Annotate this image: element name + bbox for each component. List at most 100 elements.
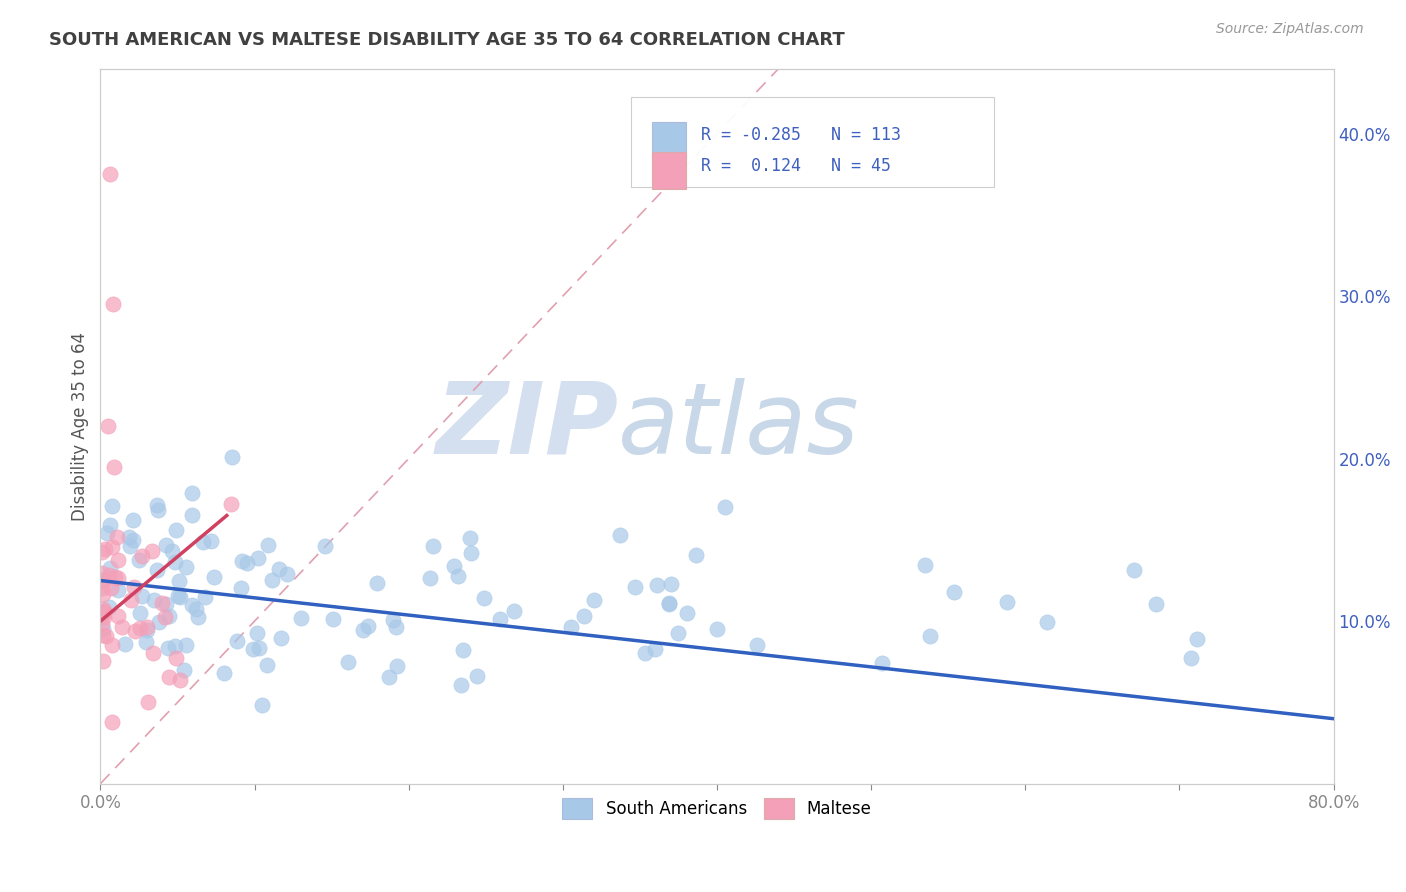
Point: [91, 628, 114, 642]
Point: [122, 513, 145, 527]
Text: R = -0.285   N = 113: R = -0.285 N = 113: [702, 127, 901, 145]
Point: [270, 631, 292, 645]
Point: [250, 698, 273, 712]
Point: [128, 552, 150, 566]
Point: [146, 498, 169, 512]
Point: [155, 538, 177, 552]
Point: [419, 571, 441, 585]
Point: [98, 167, 121, 181]
Point: [118, 539, 141, 553]
Point: [1185, 632, 1208, 647]
Point: [422, 539, 444, 553]
Point: [187, 609, 209, 624]
Point: [943, 584, 966, 599]
Text: R =  0.124   N = 45: R = 0.124 N = 45: [702, 157, 891, 175]
Point: [90, 606, 112, 620]
Point: [157, 670, 180, 684]
Point: [236, 556, 259, 570]
Point: [136, 694, 159, 708]
Point: [167, 589, 190, 603]
Point: [169, 590, 191, 604]
Point: [101, 297, 124, 311]
Point: [644, 642, 666, 657]
Point: [200, 534, 222, 549]
Point: [290, 611, 312, 625]
Point: [180, 486, 202, 500]
Point: [385, 620, 408, 634]
Point: [706, 622, 728, 636]
Point: [107, 553, 129, 567]
Point: [100, 638, 122, 652]
Point: [142, 647, 165, 661]
Point: [122, 581, 145, 595]
Point: [111, 620, 134, 634]
Point: [107, 608, 129, 623]
Point: [114, 637, 136, 651]
Point: [260, 573, 283, 587]
Point: [100, 582, 122, 596]
Point: [91, 602, 114, 616]
Point: [90, 574, 112, 588]
Point: [609, 528, 631, 542]
Point: [136, 620, 159, 634]
Point: [221, 450, 243, 464]
Point: [157, 640, 180, 655]
Point: [120, 593, 142, 607]
Point: [174, 560, 197, 574]
Point: [745, 638, 768, 652]
Point: [117, 530, 139, 544]
Point: [104, 570, 127, 584]
Point: [572, 609, 595, 624]
Point: [184, 602, 207, 616]
Point: [93, 541, 115, 556]
Y-axis label: Disability Age 35 to 64: Disability Age 35 to 64: [72, 332, 89, 521]
Point: [105, 530, 128, 544]
Point: [90, 566, 112, 580]
Point: [560, 620, 582, 634]
Point: [472, 591, 495, 606]
Point: [659, 577, 682, 591]
Point: [129, 621, 152, 635]
Point: [357, 619, 380, 633]
Point: [103, 459, 125, 474]
Point: [101, 714, 124, 729]
FancyBboxPatch shape: [651, 152, 686, 189]
Point: [163, 555, 186, 569]
Point: [169, 673, 191, 688]
Point: [97, 599, 120, 614]
Point: [269, 562, 291, 576]
Point: [276, 566, 298, 581]
Point: [870, 656, 893, 670]
Point: [101, 540, 124, 554]
Point: [141, 544, 163, 558]
Point: [229, 581, 252, 595]
Point: [98, 560, 121, 574]
Point: [914, 558, 936, 572]
Point: [256, 657, 278, 672]
Text: Source: ZipAtlas.com: Source: ZipAtlas.com: [1216, 22, 1364, 37]
Point: [107, 583, 129, 598]
Point: [451, 642, 474, 657]
Point: [93, 610, 115, 624]
Point: [676, 607, 699, 621]
Point: [157, 608, 180, 623]
Point: [221, 497, 243, 511]
Point: [148, 615, 170, 630]
Point: [163, 640, 186, 654]
Point: [180, 598, 202, 612]
Point: [150, 595, 173, 609]
Point: [91, 654, 114, 668]
Point: [214, 665, 236, 680]
Point: [93, 622, 115, 636]
Point: [1122, 562, 1144, 576]
Point: [124, 624, 146, 638]
Point: [465, 669, 488, 683]
Point: [131, 589, 153, 603]
Point: [94, 630, 117, 644]
Point: [165, 650, 187, 665]
Point: [91, 587, 114, 601]
Point: [143, 592, 166, 607]
Point: [242, 642, 264, 657]
Point: [121, 533, 143, 548]
Text: atlas: atlas: [619, 377, 860, 475]
